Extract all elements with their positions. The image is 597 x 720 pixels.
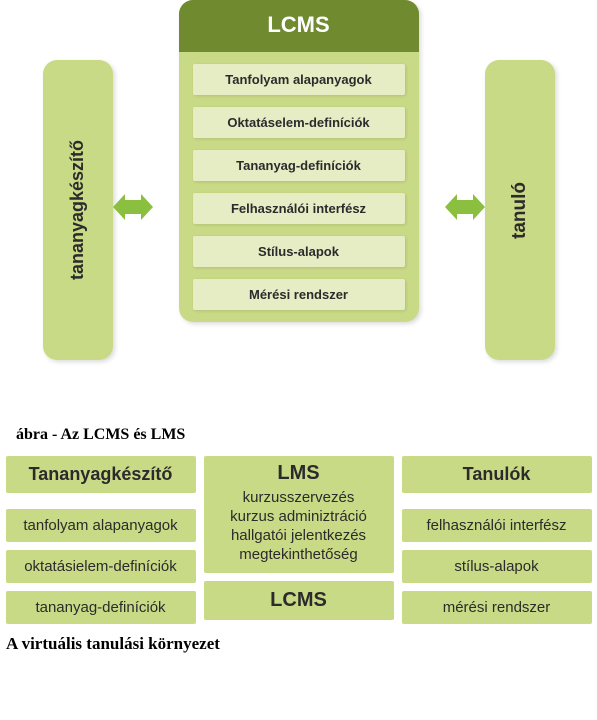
learner-label: tanuló xyxy=(509,182,531,239)
lcms-item: Tananyag-definíciók xyxy=(193,150,405,181)
lms-line: hallgatói jelentkezés xyxy=(208,527,390,544)
learner-pill: tanuló xyxy=(485,60,555,360)
author-pill: tananyagkészítő xyxy=(43,60,113,360)
lcms-item: Stílus-alapok xyxy=(193,236,405,267)
fig2-left-head: Tananyagkészítő xyxy=(6,456,196,493)
lcms-column: LCMS Tanfolyam alapanyagok Oktatáselem-de… xyxy=(179,0,419,322)
fig2-right-column: Tanulók felhasználói interfész stílus-ala… xyxy=(402,456,592,624)
author-label: tananyagkészítő xyxy=(67,140,88,280)
lcms-item: Oktatáselem-definíciók xyxy=(193,107,405,138)
lms-line: kurzus adminiztráció xyxy=(208,508,390,525)
lcms-bottom-title: LCMS xyxy=(204,581,394,620)
lcms-item: Tanfolyam alapanyagok xyxy=(193,64,405,95)
fig2-left-item: tanfolyam alapanyagok xyxy=(6,509,196,542)
fig2-mid-column: LMS kurzusszervezés kurzus adminiztráció h… xyxy=(204,456,394,624)
right-arrow-icon xyxy=(445,190,485,224)
fig2-left-item: oktatásielem-definíciók xyxy=(6,550,196,583)
lms-block: LMS kurzusszervezés kurzus adminiztráció h… xyxy=(204,456,394,573)
lcms-item: Mérési rendszer xyxy=(193,279,405,310)
lcms-item: Felhasználói interfész xyxy=(193,193,405,224)
figure2-caption: A virtuális tanulási környezet xyxy=(0,624,597,654)
fig2-left-item: tananyag-definíciók xyxy=(6,591,196,624)
lcms-title: LCMS xyxy=(179,0,419,52)
fig2-right-head: Tanulók xyxy=(402,456,592,493)
lms-title: LMS xyxy=(208,462,390,485)
lms-line: megtekinthetőség xyxy=(208,546,390,563)
fig2-left-column: Tananyagkészítő tanfolyam alapanyagok okt… xyxy=(6,456,196,624)
lms-line: kurzusszervezés xyxy=(208,489,390,506)
lcms-lms-diagram: Tananyagkészítő tanfolyam alapanyagok okt… xyxy=(0,456,597,624)
figure1-caption: ábra - Az LCMS és LMS xyxy=(0,420,597,456)
lcms-diagram: tananyagkészítő LCMS Tanfolyam alapanyag… xyxy=(0,0,597,420)
fig2-right-item: mérési rendszer xyxy=(402,591,592,624)
left-arrow-icon xyxy=(113,190,153,224)
fig2-right-item: felhasználói interfész xyxy=(402,509,592,542)
fig2-right-item: stílus-alapok xyxy=(402,550,592,583)
